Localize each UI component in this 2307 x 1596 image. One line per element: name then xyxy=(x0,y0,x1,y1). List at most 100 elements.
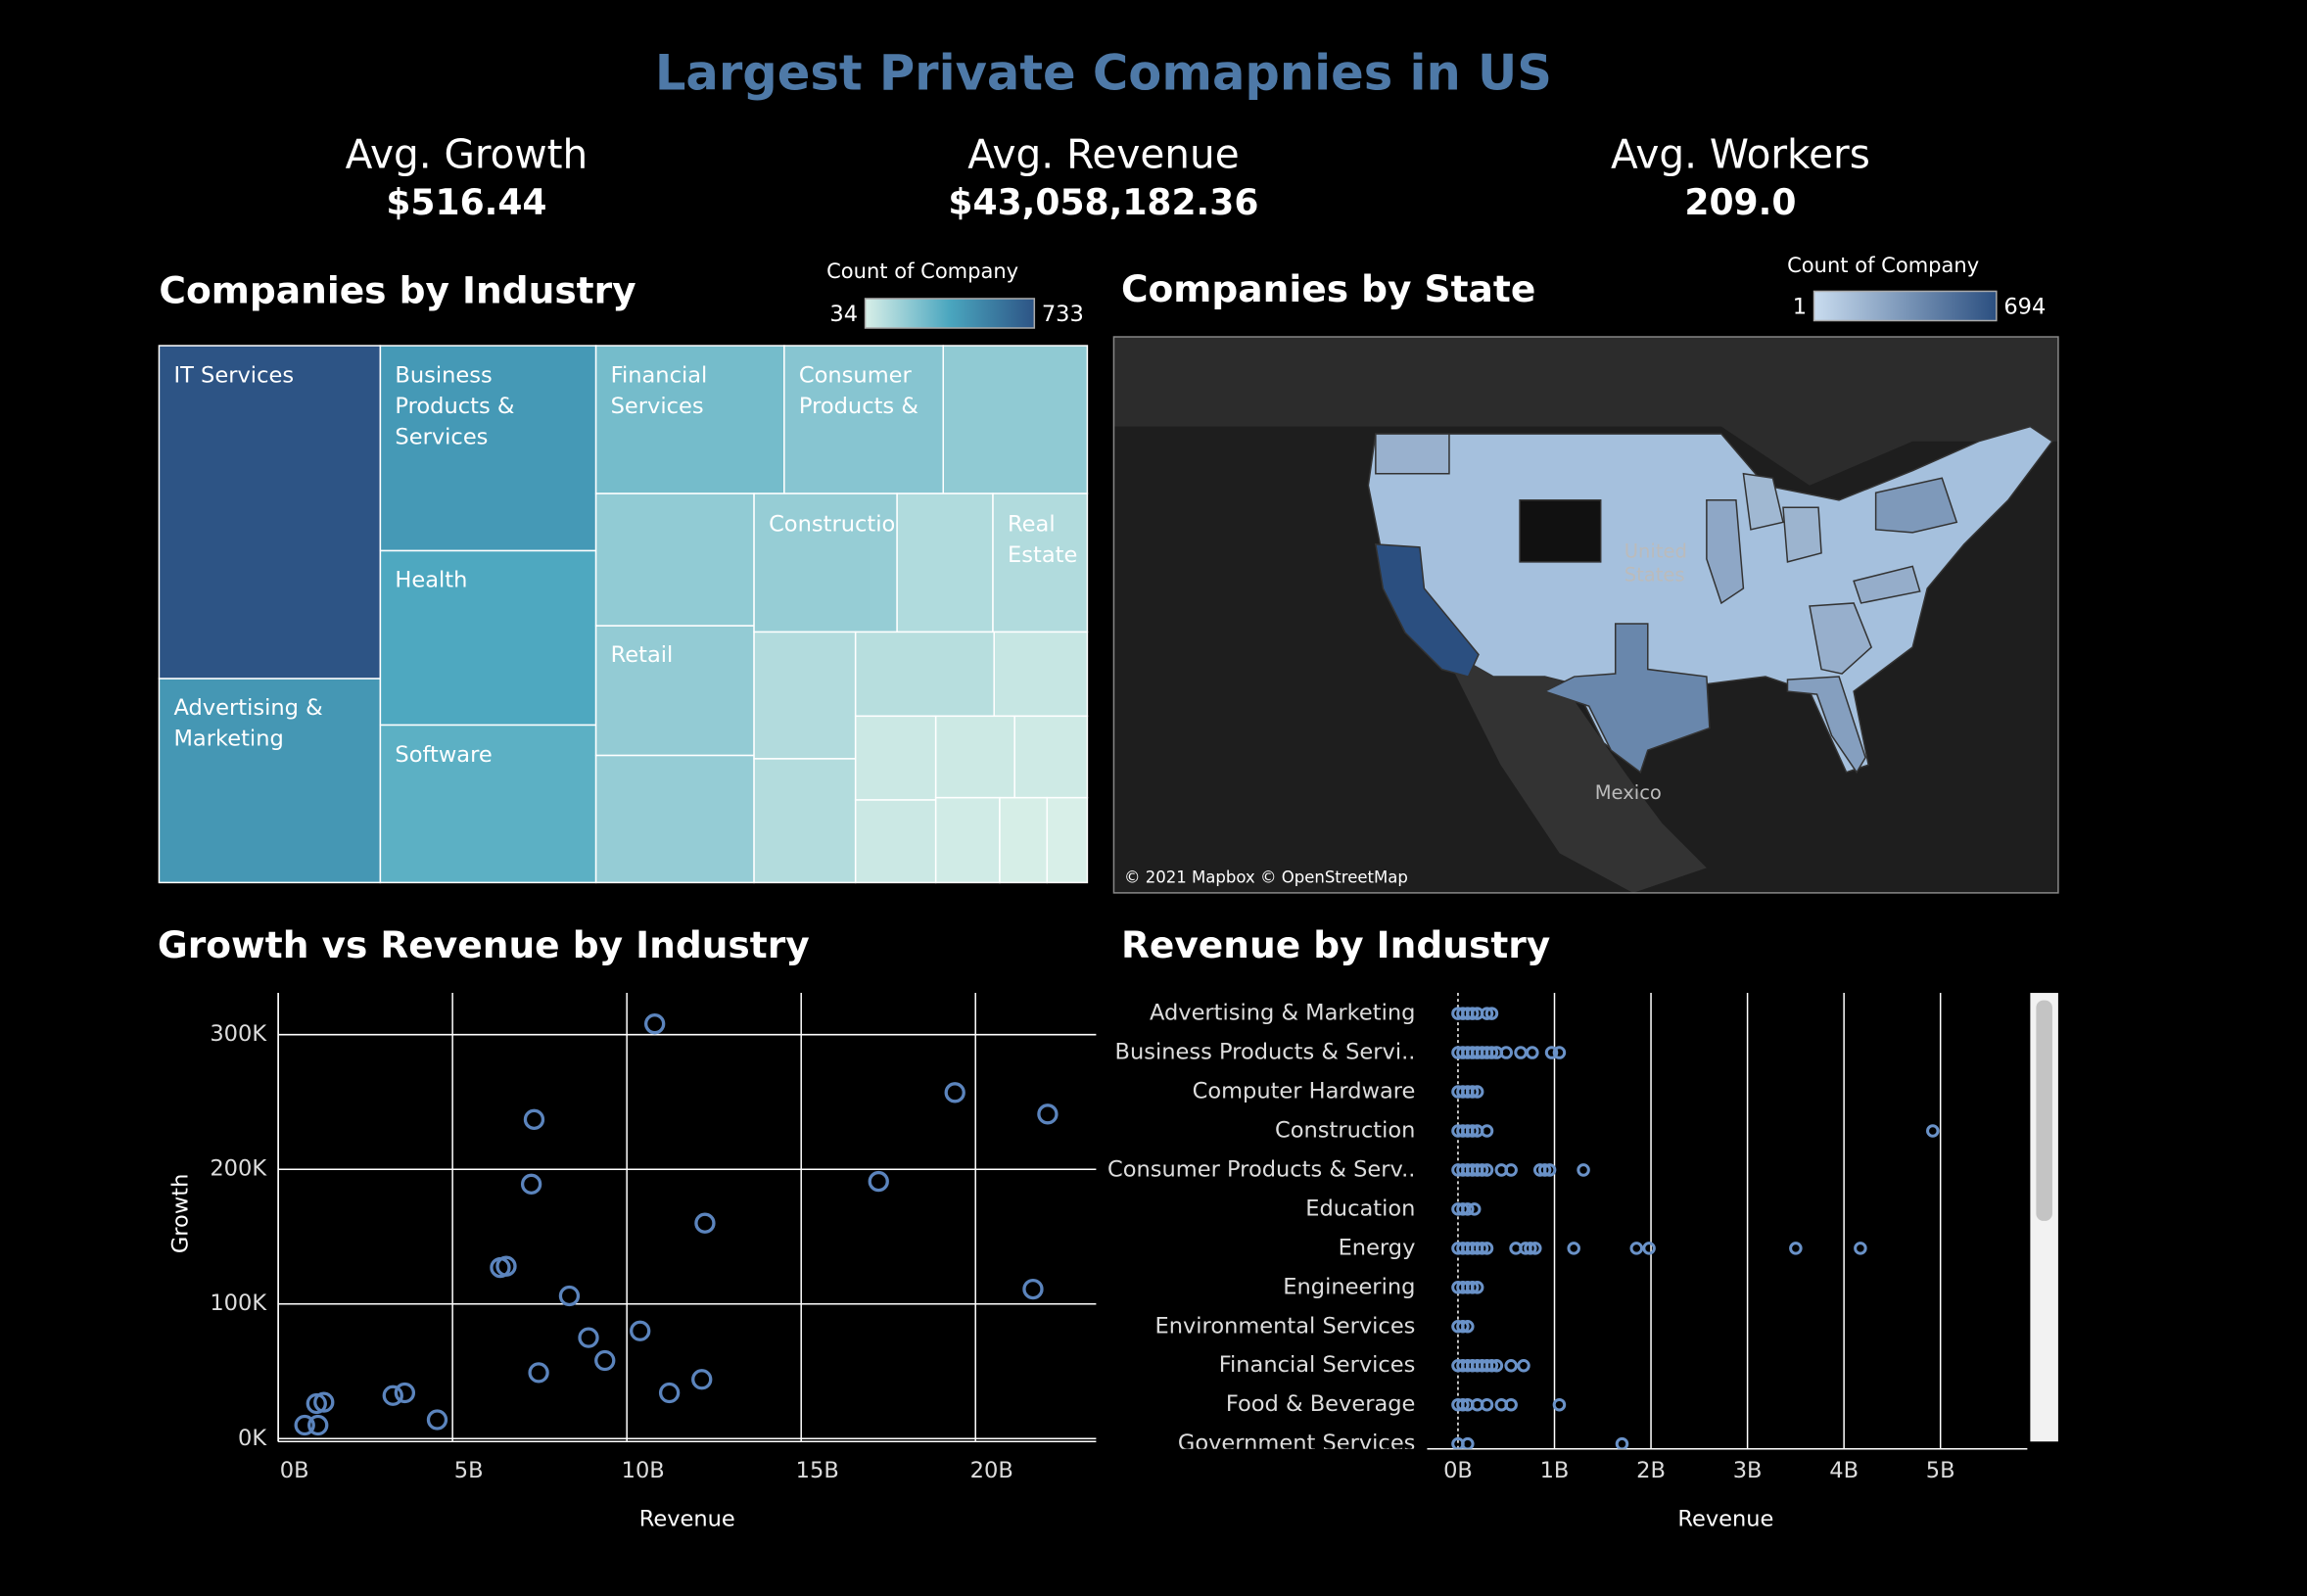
section-title: Revenue by Industry xyxy=(1121,923,1550,966)
treemap-cell xyxy=(1013,715,1089,799)
cell-label: Construction xyxy=(769,509,898,537)
y-tick-label: Food & Beverage xyxy=(1226,1391,1416,1417)
place-label: United States xyxy=(1624,540,1687,587)
point xyxy=(578,1327,599,1348)
state xyxy=(1706,499,1745,605)
y-tick-label: Energy xyxy=(1339,1235,1416,1260)
point xyxy=(868,1170,889,1193)
kpi-label: Avg. Workers xyxy=(1611,131,1870,178)
state xyxy=(1782,506,1822,563)
point xyxy=(495,1255,517,1277)
x-tick-label: 1B xyxy=(1540,1458,1570,1483)
state xyxy=(1742,472,1784,531)
treemap-cell xyxy=(1046,796,1089,884)
point xyxy=(426,1409,448,1431)
point xyxy=(1467,1202,1482,1216)
x-tick-label: 3B xyxy=(1733,1458,1763,1483)
point xyxy=(313,1391,335,1413)
point xyxy=(1504,1358,1518,1373)
kpi-label: Avg. Revenue xyxy=(967,131,1239,178)
point xyxy=(1552,1397,1567,1412)
state xyxy=(1874,477,1958,534)
y-tick-label: 100K xyxy=(210,1291,267,1316)
treemap-cell xyxy=(999,796,1049,884)
point xyxy=(1465,1085,1480,1099)
kpi-value: $516.44 xyxy=(386,182,546,223)
x-tick-label: 10B xyxy=(622,1458,665,1483)
point xyxy=(307,1414,329,1436)
section-title: Growth vs Revenue by Industry xyxy=(158,923,810,966)
point xyxy=(694,1212,716,1234)
x-axis-title: Revenue xyxy=(1677,1506,1773,1531)
point xyxy=(1475,1242,1489,1255)
y-tick-label: Environmental Services xyxy=(1154,1313,1415,1338)
y-tick-label: Engineering xyxy=(1283,1274,1415,1299)
y-tick-label: Advertising & Marketing xyxy=(1150,1001,1415,1026)
point xyxy=(1480,1242,1494,1255)
x-tick-label: 20B xyxy=(970,1458,1013,1483)
kpi-label: Avg. Growth xyxy=(346,131,589,178)
cell-label-box: Retail xyxy=(611,642,674,669)
point xyxy=(1461,1202,1475,1216)
point xyxy=(1526,1046,1539,1059)
y-tick-label: Government Services xyxy=(1178,1431,1416,1456)
x-tick-label: 5B xyxy=(1926,1458,1955,1483)
point xyxy=(1461,1436,1475,1449)
cell-label: IT Services xyxy=(173,361,295,389)
point xyxy=(1524,1242,1537,1255)
scrollbar-thumb[interactable] xyxy=(2036,1000,2052,1221)
cell-label: Financial Services xyxy=(610,361,708,420)
point xyxy=(1480,1397,1494,1412)
point xyxy=(1480,1163,1494,1177)
point xyxy=(1854,1242,1867,1255)
y-tick-label: Construction xyxy=(1275,1117,1415,1143)
point xyxy=(1022,1278,1044,1300)
cell-label-box: Software xyxy=(395,741,492,768)
x-tick-label: 5B xyxy=(454,1458,484,1483)
legend-min: 1 xyxy=(1793,294,1807,319)
cell-label: Advertising & Marketing xyxy=(173,694,323,753)
point xyxy=(1926,1124,1940,1138)
cell-label-box: Business Products & Services xyxy=(395,361,515,450)
cell-label: Business Products & Services xyxy=(395,361,515,450)
point xyxy=(1629,1242,1644,1255)
point xyxy=(1552,1046,1567,1059)
point xyxy=(1542,1163,1557,1177)
point xyxy=(1465,1007,1480,1020)
point xyxy=(1456,1320,1470,1334)
cell-label-box: Construction xyxy=(769,509,898,537)
point xyxy=(1504,1163,1518,1177)
place-label-box: United States xyxy=(1624,540,1687,587)
treemap-cell xyxy=(854,631,995,718)
states xyxy=(1374,433,1958,775)
treemap-cell xyxy=(934,715,1015,799)
treemap-cell xyxy=(942,345,1089,494)
x-tick-label: 0B xyxy=(1443,1458,1473,1483)
y-tick-label: Education xyxy=(1305,1196,1415,1221)
cell-label: Health xyxy=(395,566,468,594)
state xyxy=(1853,565,1921,604)
point xyxy=(1480,1124,1494,1138)
treemap-cell xyxy=(896,493,994,634)
point xyxy=(1465,1124,1480,1138)
state xyxy=(1375,433,1450,475)
point xyxy=(1499,1046,1513,1059)
land xyxy=(1441,647,1707,893)
point xyxy=(1577,1163,1590,1177)
legend-title: Count of Company xyxy=(826,258,1018,283)
point xyxy=(630,1320,651,1341)
y-tick-label: 0K xyxy=(238,1426,267,1451)
x-tick-label: 2B xyxy=(1636,1458,1666,1483)
strip-rows: Advertising & Marketing Business Products… xyxy=(1107,1001,1940,1456)
point xyxy=(558,1285,581,1307)
attribution: © 2021 Mapbox © OpenStreetMap xyxy=(1124,868,1408,886)
cell-label-box: Advertising & Marketing xyxy=(173,694,323,753)
map xyxy=(1113,337,2058,893)
treemap-cell xyxy=(594,345,785,494)
cell-label-box: IT Services xyxy=(173,361,295,389)
state xyxy=(1374,543,1480,678)
color-legend xyxy=(1813,290,1998,322)
point xyxy=(1456,1397,1470,1412)
y-axis-title: Growth xyxy=(167,1174,193,1254)
treemap-cell xyxy=(594,625,755,757)
